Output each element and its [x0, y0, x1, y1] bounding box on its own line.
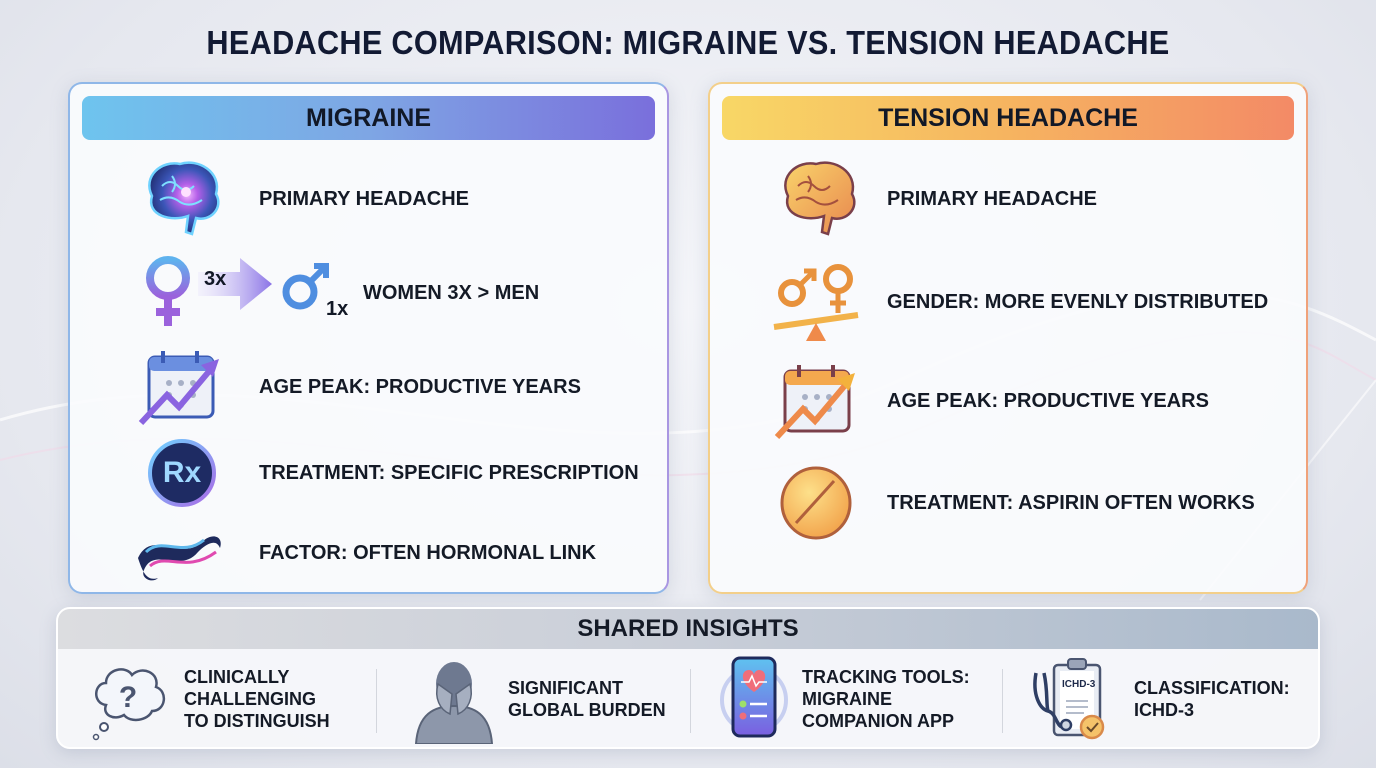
shared-item-clinical: ? CLINICALLY CHALLENGING TO DISTINGUISH — [58, 649, 374, 747]
svg-text:?: ? — [119, 681, 137, 714]
calendar-trend-icon — [130, 342, 230, 432]
ichd-label: ICHD-3 — [1062, 679, 1096, 690]
brain-icon — [130, 154, 230, 244]
rx-icon: Rx — [132, 428, 232, 518]
shared-item-text: SIGNIFICANT GLOBAL BURDEN — [508, 678, 666, 720]
migraine-panel-header: MIGRAINE — [82, 96, 655, 140]
shared-item-tracking: TRACKING TOOLS: MIGRAINE COMPANION APP — [692, 649, 1002, 747]
migraine-item-factor: FACTOR: OFTEN HORMONAL LINK — [70, 508, 667, 598]
tension-item-treatment: TREATMENT: ASPIRIN OFTEN WORKS — [710, 458, 1306, 548]
tension-item-label: GENDER: MORE EVENLY DISTRIBUTED — [887, 290, 1269, 313]
divider — [376, 669, 377, 733]
shared-item-classification: ICHD-3 CLASSIFICATION: ICHD-3 — [1004, 649, 1318, 747]
shared-item-text: CLASSIFICATION: ICHD-3 — [1134, 678, 1290, 720]
migraine-panel: MIGRAINE PRIMARY HEADACHE — [68, 82, 669, 594]
shared-insights-panel: SHARED INSIGHTS ? CLINICALLY CHALLENGING… — [56, 607, 1320, 749]
migraine-item-age: AGE PEAK: PRODUCTIVE YEARS — [70, 342, 667, 432]
divider — [1002, 669, 1003, 733]
migraine-item-label: TREATMENT: SPECIFIC PRESCRIPTION — [259, 461, 639, 484]
tension-item-label: TREATMENT: ASPIRIN OFTEN WORKS — [887, 491, 1255, 514]
shared-item-text: CLINICALLY CHALLENGING TO DISTINGUISH — [184, 667, 330, 731]
tension-item-primary: PRIMARY HEADACHE — [710, 154, 1306, 244]
migraine-item-label: WOMEN 3X > MEN — [363, 282, 540, 304]
migraine-item-label: FACTOR: OFTEN HORMONAL LINK — [259, 541, 597, 564]
page-title: HEADACHE COMPARISON: MIGRAINE VS. TENSIO… — [206, 24, 1170, 61]
tension-item-label: PRIMARY HEADACHE — [887, 187, 1098, 210]
pill-icon — [766, 458, 866, 548]
brain-icon — [766, 154, 866, 244]
tension-panel-header: TENSION HEADACHE — [722, 96, 1294, 140]
calendar-trend-icon — [766, 356, 866, 446]
tension-panel: TENSION HEADACHE PRIMARY HEADACHE — [708, 82, 1308, 594]
migraine-item-primary: PRIMARY HEADACHE — [70, 154, 667, 244]
hormone-wave-icon — [130, 508, 230, 598]
female-ratio-text: 3x — [204, 268, 227, 290]
rx-text: Rx — [162, 456, 202, 489]
shared-item-burden: SIGNIFICANT GLOBAL BURDEN — [378, 649, 688, 747]
divider — [690, 669, 691, 733]
person-head-in-hands-icon — [412, 657, 496, 744]
migraine-item-treatment: Rx TREATMENT: SPECIFIC PRESCRIPTION — [70, 428, 667, 518]
tension-item-gender: GENDER: MORE EVENLY DISTRIBUTED — [710, 252, 1306, 352]
migraine-item-label: PRIMARY HEADACHE — [259, 187, 470, 210]
shared-insights-header: SHARED INSIGHTS — [58, 609, 1318, 649]
tension-item-label: AGE PEAK: PRODUCTIVE YEARS — [887, 389, 1209, 412]
male-ratio-text: 1x — [326, 298, 349, 320]
gender-balance-icon — [766, 257, 866, 347]
shared-item-text: TRACKING TOOLS: MIGRAINE COMPANION APP — [802, 667, 970, 731]
tension-item-age: AGE PEAK: PRODUCTIVE YEARS — [710, 356, 1306, 446]
clipboard-stethoscope-icon: ICHD-3 — [1026, 655, 1116, 745]
phone-heart-app-icon — [712, 655, 796, 739]
migraine-item-label: AGE PEAK: PRODUCTIVE YEARS — [259, 375, 581, 398]
gender-ratio-icon: 3x 1x — [140, 254, 360, 334]
migraine-item-gender: 3x 1x WOMEN 3X > MEN — [70, 254, 667, 334]
question-thought-icon: ? — [86, 659, 170, 743]
